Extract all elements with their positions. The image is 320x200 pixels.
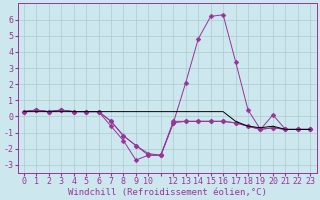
X-axis label: Windchill (Refroidissement éolien,°C): Windchill (Refroidissement éolien,°C) <box>68 188 267 197</box>
